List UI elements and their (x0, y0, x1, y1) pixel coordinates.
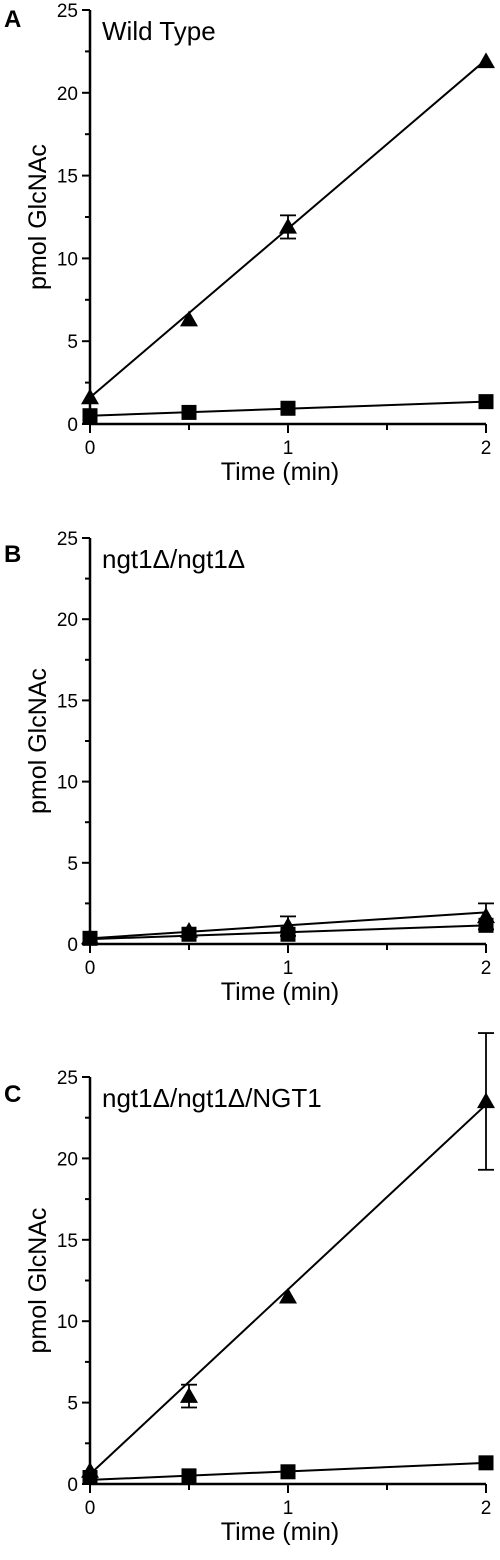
triangle-point (477, 52, 495, 69)
square-point (478, 917, 494, 933)
y-tick-label: 0 (67, 415, 78, 436)
y-tick-label: 15 (57, 167, 78, 188)
x-tick-label: 2 (481, 1498, 492, 1519)
triangle-point (279, 217, 297, 234)
square-point (478, 1455, 494, 1471)
panel-title: ngt1Δ/ngt1Δ (102, 544, 245, 574)
y-tick-label: 25 (57, 529, 78, 550)
x-tick-label: 2 (481, 958, 492, 979)
series-triangle (81, 1032, 495, 1478)
y-tick-label: 15 (57, 1231, 78, 1252)
square-point (82, 930, 98, 946)
series-triangle (81, 52, 495, 405)
panel-letter: C (4, 1081, 21, 1108)
x-axis-title: Time (min) (221, 458, 340, 486)
triangle-point (279, 1287, 297, 1304)
square-point (82, 408, 98, 424)
y-tick-label: 10 (57, 1312, 78, 1333)
y-tick-label: 5 (67, 332, 78, 353)
y-axis-title: pmol GlcNAc (24, 668, 52, 814)
y-tick-label: 20 (57, 84, 78, 105)
x-tick-label: 1 (283, 958, 294, 979)
triangle-point (477, 1092, 495, 1109)
y-tick-label: 0 (67, 935, 78, 956)
panel-letter: B (4, 541, 21, 568)
x-tick-label: 0 (85, 958, 96, 979)
x-tick-label: 0 (85, 1498, 96, 1519)
y-tick-label: 10 (57, 773, 78, 794)
series-square (82, 394, 494, 424)
x-tick-label: 1 (283, 1498, 294, 1519)
y-tick-label: 25 (57, 1, 78, 22)
x-axis-title: Time (min) (221, 1518, 340, 1546)
square-point (82, 1469, 98, 1485)
x-axis-title: Time (min) (221, 978, 340, 1006)
y-tick-label: 5 (67, 1394, 78, 1415)
triangle-point (180, 310, 198, 327)
y-tick-label: 0 (67, 1475, 78, 1496)
panel-letter: A (4, 6, 21, 33)
square-point (280, 926, 296, 942)
x-tick-label: 1 (283, 438, 294, 459)
triangle-point (180, 1387, 198, 1403)
series-square (82, 1455, 494, 1485)
square-point (280, 1464, 296, 1480)
square-point (478, 394, 494, 410)
triangle-point (81, 388, 99, 405)
x-tick-label: 2 (481, 438, 492, 459)
y-tick-label: 10 (57, 249, 78, 270)
square-point (181, 926, 197, 942)
panel-a: A Wild Type 0 5 10 15 20 25 0 1 2 Time (min) pmol Gl… (4, 1, 495, 486)
panel-title: Wild Type (102, 16, 216, 46)
y-tick-label: 5 (67, 854, 78, 875)
x-tick-label: 0 (85, 438, 96, 459)
y-axis-title: pmol GlcNAc (24, 1208, 52, 1354)
panel-title: ngt1Δ/ngt1Δ/NGT1 (102, 1083, 322, 1113)
y-tick-label: 20 (57, 1149, 78, 1170)
square-point (280, 400, 296, 416)
y-tick-label: 20 (57, 610, 78, 631)
y-tick-label: 25 (57, 1068, 78, 1089)
square-point (181, 404, 197, 420)
series-square (82, 917, 494, 946)
y-tick-label: 15 (57, 691, 78, 712)
y-axis-title: pmol GlcNAc (24, 144, 52, 290)
square-point (181, 1468, 197, 1484)
